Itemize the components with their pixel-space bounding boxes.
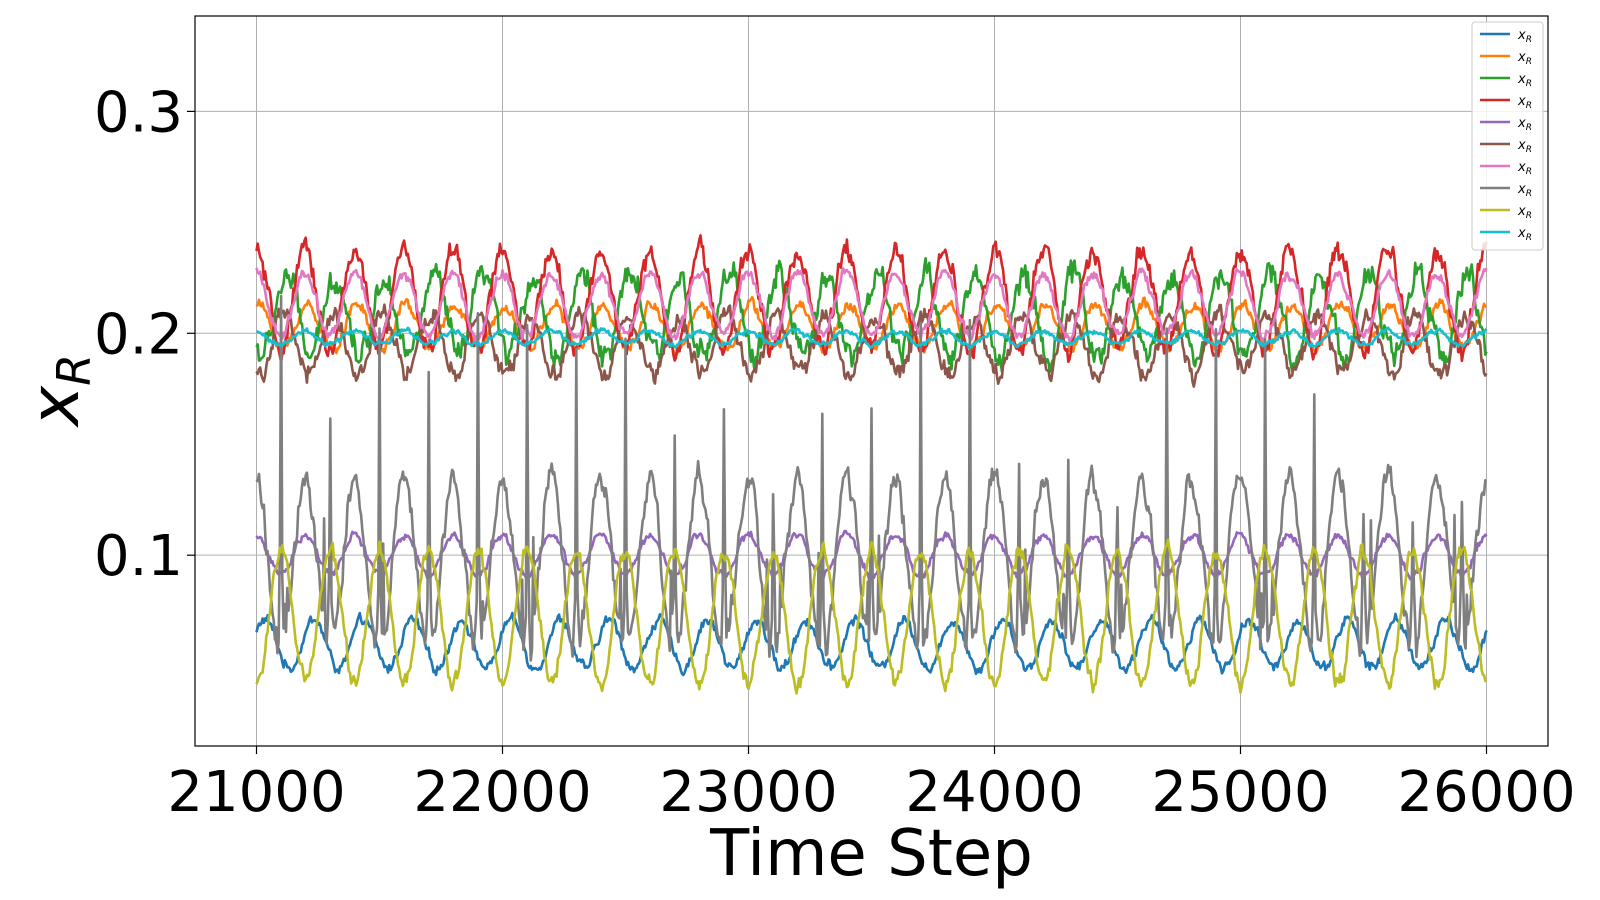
legend-label: xR — [1517, 204, 1532, 221]
y-axis-label: xR — [16, 354, 101, 428]
y-axis-label-main: x — [16, 385, 95, 428]
series-line — [256, 326, 1488, 350]
legend: xR xR xR xR xR xR xR xR xR xR — [1471, 21, 1544, 251]
plot-frame — [194, 15, 1549, 747]
legend-label: xR — [1517, 226, 1532, 243]
series-line — [255, 266, 1488, 345]
series-line — [255, 303, 1488, 388]
y-tick-label: 0.3 — [94, 80, 183, 145]
x-axis-ticks: 21000 22000 23000 24000 25000 26000 — [167, 746, 1576, 825]
legend-label: xR — [1517, 182, 1532, 199]
series-line — [255, 294, 1487, 662]
legend-label: xR — [1517, 94, 1532, 111]
series-lines — [255, 234, 1488, 695]
x-axis-label: Time Step — [709, 817, 1033, 891]
legend-label: xR — [1517, 116, 1532, 133]
series-line — [255, 234, 1488, 364]
x-tick-label: 21000 — [167, 760, 345, 825]
legend-label: xR — [1517, 28, 1532, 45]
x-tick-label: 24000 — [905, 760, 1083, 825]
legend-label: xR — [1517, 160, 1532, 177]
svg-text:xR: xR — [16, 354, 101, 428]
x-tick-label: 23000 — [659, 760, 837, 825]
y-axis-ticks: 0.1 0.2 0.3 — [94, 80, 195, 589]
legend-label: xR — [1517, 72, 1532, 89]
y-tick-label: 0.2 — [94, 302, 183, 367]
legend-label: xR — [1517, 50, 1532, 67]
y-tick-label: 0.1 — [94, 524, 183, 589]
y-axis-label-subscript: R — [47, 354, 101, 386]
legend-label: xR — [1517, 138, 1532, 155]
x-tick-label: 22000 — [413, 760, 591, 825]
series-line — [255, 538, 1488, 695]
series-line — [255, 256, 1488, 374]
x-tick-label: 25000 — [1151, 760, 1329, 825]
x-tick-label: 26000 — [1397, 760, 1575, 825]
